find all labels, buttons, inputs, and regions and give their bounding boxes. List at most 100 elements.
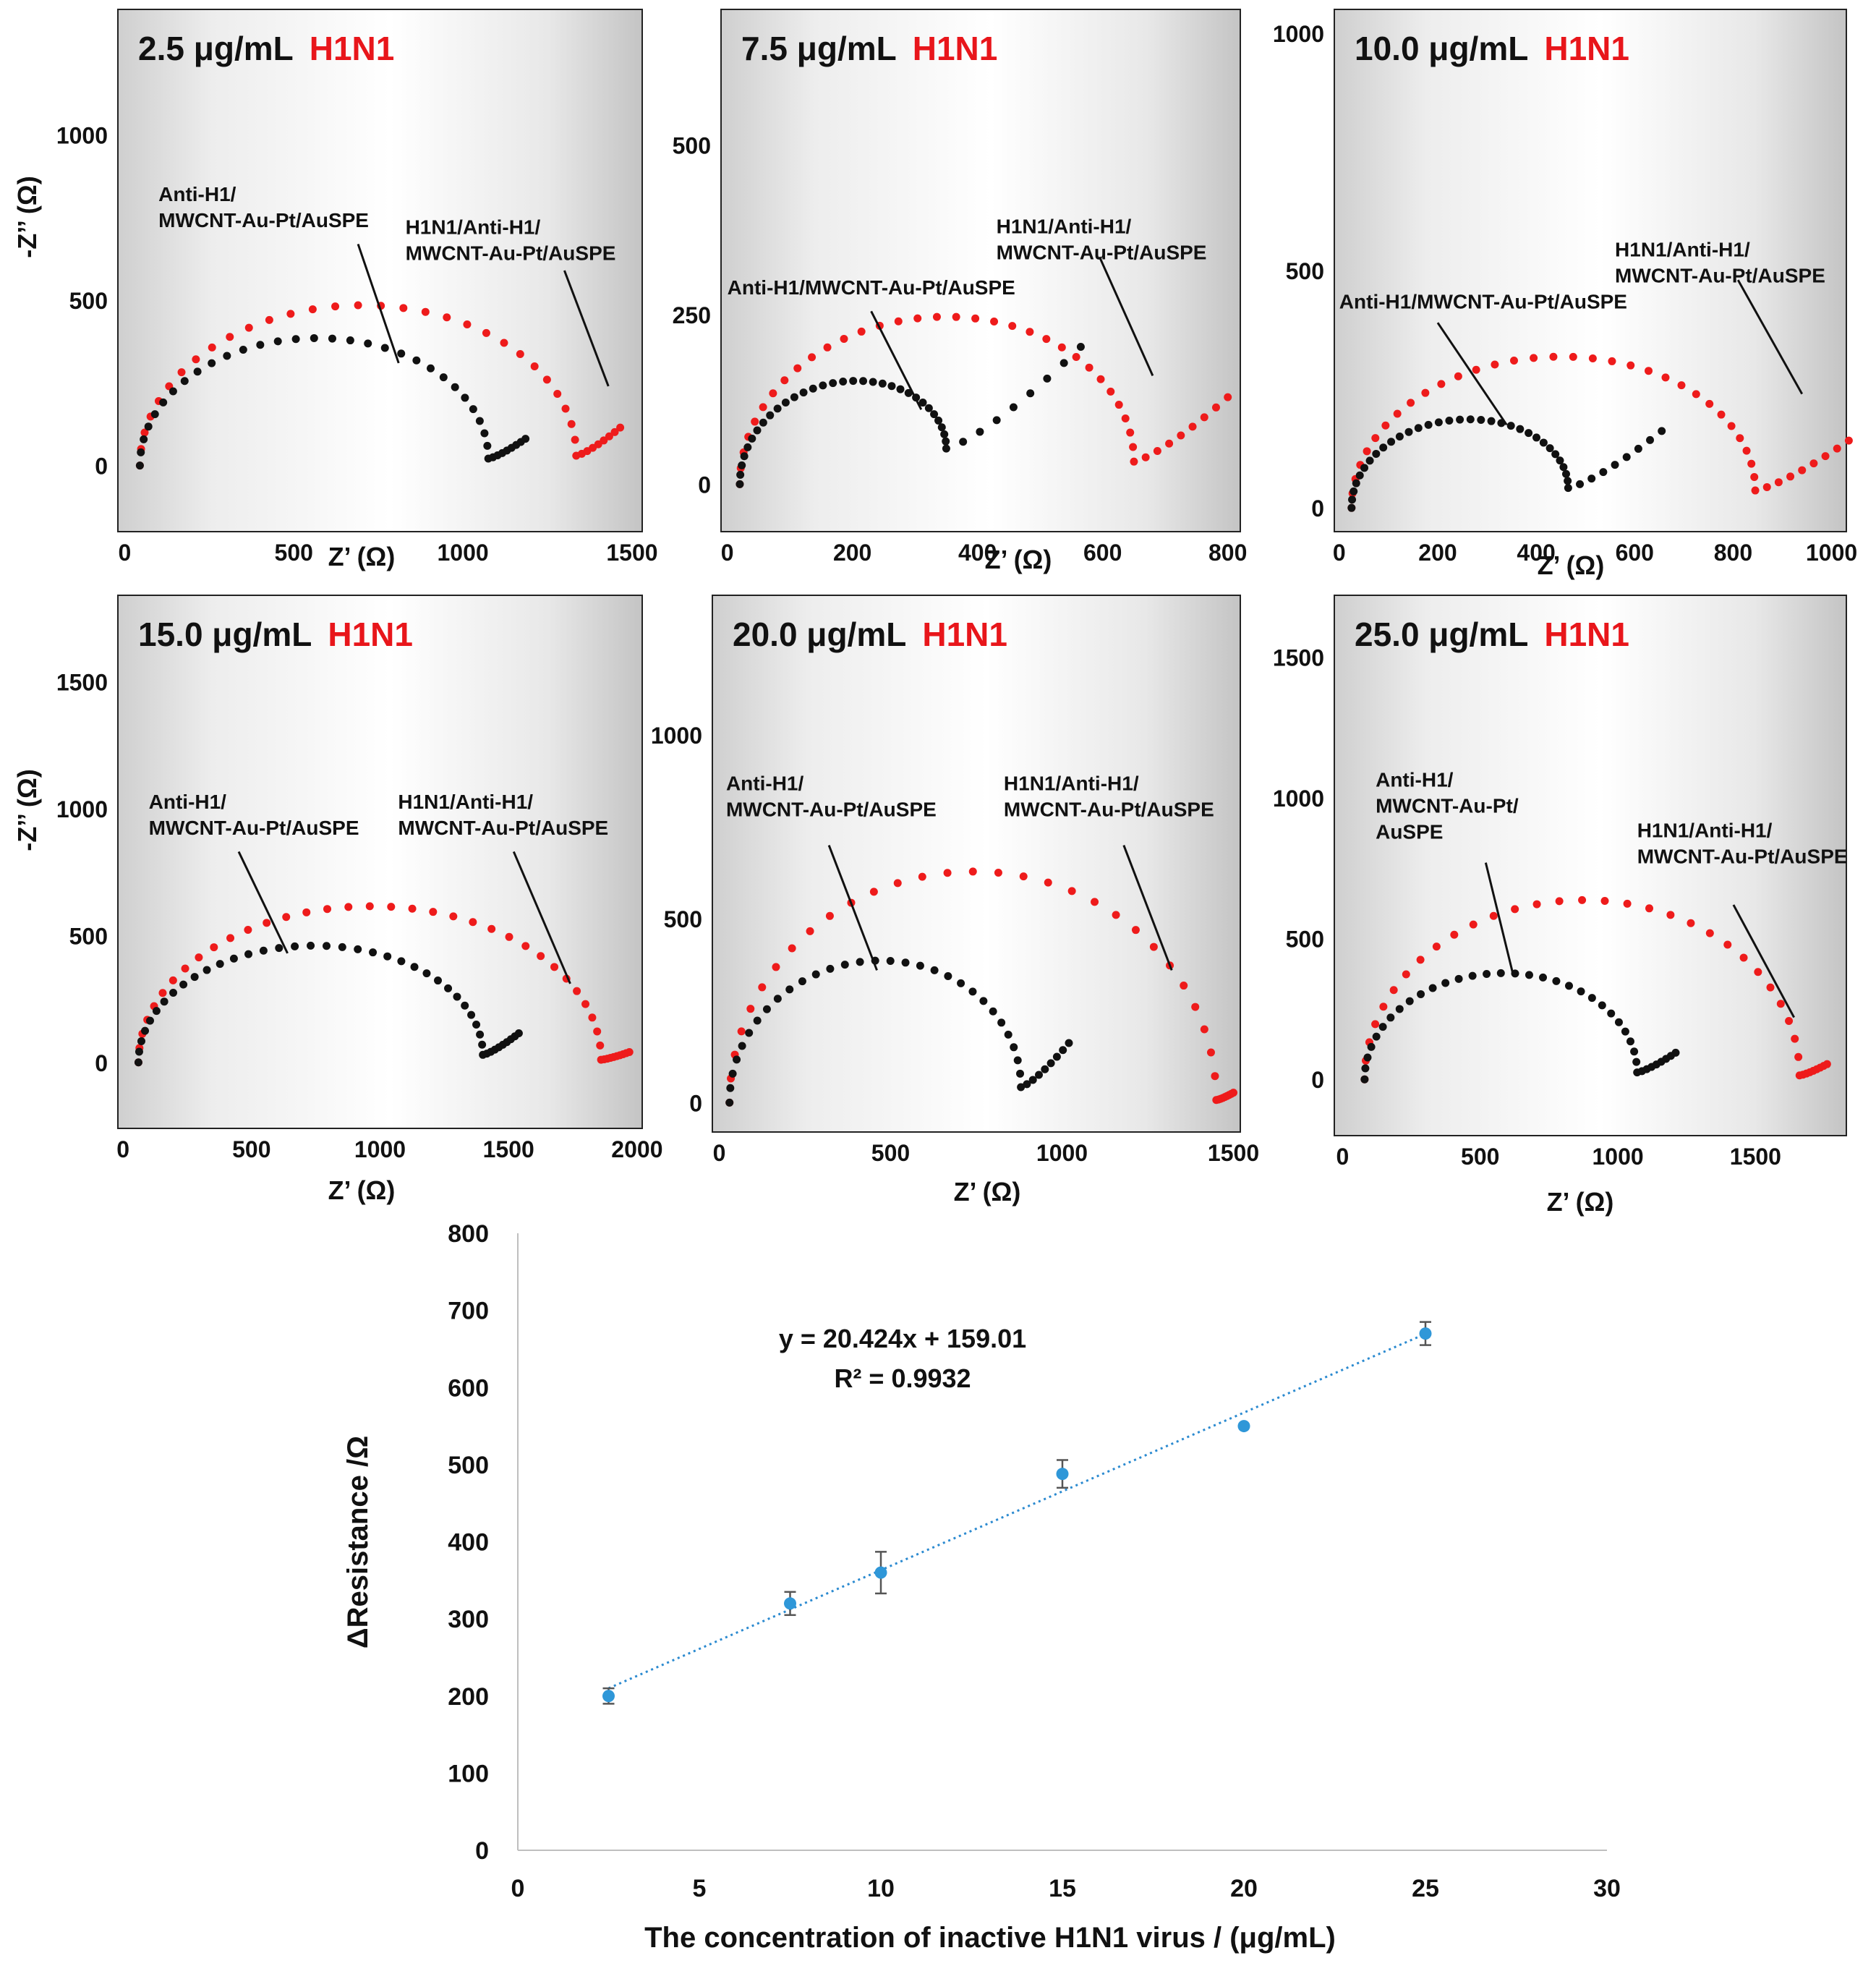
data-point <box>1556 456 1564 465</box>
y-axis-label: -Z’’ (Ω) <box>12 176 42 258</box>
data-point <box>942 444 950 453</box>
panel-title: 7.5 μg/mL H1N1 <box>741 30 997 67</box>
data-point <box>1822 1060 1831 1068</box>
data-point <box>728 1069 737 1078</box>
data-point <box>1379 1003 1388 1011</box>
series-annotation: H1N1/Anti-H1/ <box>1615 238 1750 260</box>
x-tick-label: 500 <box>232 1136 270 1162</box>
data-point <box>1468 971 1477 980</box>
leader-line <box>357 243 400 364</box>
data-point <box>1599 468 1608 477</box>
series-anti-h1 <box>134 941 523 1067</box>
data-point <box>1469 920 1478 929</box>
data-point <box>412 356 421 365</box>
series-annotation: H1N1/Anti-H1/ <box>398 791 533 813</box>
data-point <box>338 942 346 951</box>
data-point <box>259 946 268 955</box>
data-point <box>1705 929 1714 937</box>
data-point <box>840 961 849 969</box>
calibration-point <box>1056 1468 1069 1481</box>
data-point <box>751 417 759 426</box>
y-tick-label: 500 <box>673 133 711 159</box>
x-tick-label: 600 <box>1083 540 1122 566</box>
calibration-point <box>602 1690 615 1703</box>
data-point <box>738 1042 746 1050</box>
data-point <box>567 420 576 428</box>
data-point <box>542 375 551 384</box>
data-point <box>1565 982 1573 990</box>
data-point <box>1224 393 1232 401</box>
data-point <box>1441 979 1450 987</box>
data-point <box>1723 940 1732 949</box>
concentration-label: 2.5 μg/mL <box>138 30 294 67</box>
data-point <box>475 417 484 425</box>
data-point <box>137 448 145 456</box>
x-tick-label: 30 <box>1593 1875 1621 1902</box>
data-point <box>736 480 744 488</box>
data-point <box>1211 1072 1219 1081</box>
data-point <box>1646 435 1655 444</box>
data-point <box>226 333 234 341</box>
series-anti-h1 <box>135 333 530 470</box>
x-axis-label: Z’ (Ω) <box>1538 550 1605 580</box>
x-tick-label: 1000 <box>1806 540 1857 566</box>
data-point <box>1387 438 1396 446</box>
series-h1n1-anti-h1 <box>1347 352 1853 512</box>
data-point <box>1623 899 1632 908</box>
x-tick-label: 1500 <box>1208 1140 1259 1166</box>
data-point <box>561 404 570 413</box>
data-point <box>1645 904 1654 913</box>
data-point <box>1776 1000 1785 1008</box>
data-point <box>169 976 177 984</box>
data-point <box>291 942 299 950</box>
data-point <box>210 943 218 952</box>
data-point <box>1019 872 1028 881</box>
data-point <box>216 960 224 969</box>
series-annotation: MWCNT-Au-Pt/AuSPE <box>1004 798 1214 820</box>
data-point <box>159 398 168 407</box>
data-point <box>1578 895 1587 904</box>
data-point <box>573 987 581 995</box>
data-point <box>181 964 189 973</box>
x-tick-label: 1500 <box>483 1136 534 1162</box>
data-point <box>798 977 806 986</box>
y-tick-label: 700 <box>448 1298 489 1325</box>
data-point <box>616 423 625 432</box>
data-point <box>829 379 837 388</box>
data-point <box>766 411 775 420</box>
data-point <box>790 393 798 401</box>
data-point <box>1844 436 1853 445</box>
data-point <box>840 334 848 343</box>
data-point <box>571 435 579 444</box>
data-point <box>1057 343 1066 352</box>
data-point <box>310 333 318 342</box>
data-point <box>1456 415 1464 424</box>
data-point <box>1076 342 1085 351</box>
data-point <box>1096 375 1105 383</box>
x-tick-label: 1000 <box>354 1136 406 1162</box>
data-point <box>625 1048 634 1057</box>
data-point <box>997 1018 1006 1027</box>
data-point <box>1206 1048 1215 1057</box>
leader-line <box>1732 904 1795 1018</box>
data-point <box>878 379 887 388</box>
series-annotation: Anti-H1/ <box>726 772 804 794</box>
data-point <box>1211 403 1220 412</box>
y-tick-label: 400 <box>448 1529 489 1557</box>
data-point <box>886 956 895 965</box>
data-point <box>968 867 977 876</box>
y-tick-label: 200 <box>448 1683 489 1711</box>
data-point <box>137 1037 145 1045</box>
data-point <box>1072 352 1080 361</box>
data-point <box>1367 1042 1376 1051</box>
concentration-label: 20.0 μg/mL <box>733 616 906 653</box>
calibration-point <box>1419 1327 1432 1340</box>
x-tick-label: 500 <box>275 540 313 566</box>
x-axis-label: Z’ (Ω) <box>328 542 396 571</box>
data-point <box>738 461 746 469</box>
data-point <box>1149 942 1158 951</box>
plot-area <box>712 595 1241 1133</box>
data-point <box>152 1007 161 1016</box>
data-point <box>1821 452 1830 461</box>
data-point <box>134 1058 142 1067</box>
